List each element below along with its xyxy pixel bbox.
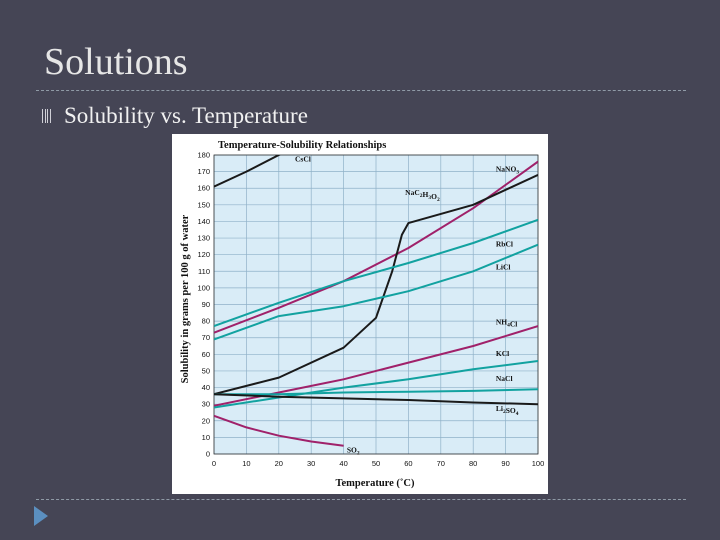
y-tick-label: 150 [197, 200, 210, 209]
y-tick-label: 120 [197, 250, 210, 259]
x-tick-label: 20 [275, 459, 283, 468]
series-line-li2so4 [214, 393, 538, 406]
series-label: NaC2H3O2 [405, 188, 440, 203]
bullet-glyph [42, 109, 51, 123]
y-tick-label: 170 [197, 167, 210, 176]
solubility-chart: Temperature-Solubility Relationships 0 10… [172, 134, 548, 494]
series-label: NH4Cl [496, 317, 518, 328]
series-line-nacl [214, 388, 538, 396]
series-label: NaCl [496, 374, 513, 383]
series-line-rbcl [214, 218, 538, 328]
series-line-so2 [214, 414, 344, 447]
triangle-right-icon[interactable] [34, 506, 48, 526]
chart-svg: Temperature-Solubility Relationships 0 10… [172, 134, 548, 494]
series-line-nac2h3o2 [214, 173, 538, 396]
slide-title: Solutions [44, 41, 188, 83]
series-line-licl [214, 243, 538, 341]
y-tick-label: 30 [202, 400, 210, 409]
x-axis-label: Temperature (˚C) [335, 478, 415, 489]
chart-title: Temperature-Solubility Relationships [218, 140, 386, 151]
series-line-kcl [214, 360, 538, 409]
series-group [214, 155, 538, 447]
x-tick-label: 0 [212, 459, 216, 468]
x-tick-label: 40 [339, 459, 347, 468]
y-tick-label: 60 [202, 350, 210, 359]
y-tick-label: 80 [202, 317, 210, 326]
series-label: RbCl [496, 239, 513, 248]
y-tick-label: 50 [202, 366, 210, 375]
x-tick-label: 10 [242, 459, 250, 468]
y-tick-label: 90 [202, 300, 210, 309]
x-tick-label: 90 [501, 459, 509, 468]
bullet-text: Solubility vs. Temperature [64, 103, 308, 128]
y-tick-label: 10 [202, 433, 210, 442]
y-axis-label: Solubility in grams per 100 g of water [180, 214, 191, 383]
series-label: Li2SO4 [496, 404, 519, 417]
y-tick-label: 110 [198, 267, 210, 276]
x-tick-label: 50 [372, 459, 380, 468]
x-tick-label: 60 [404, 459, 412, 468]
series-label: NaNO3 [496, 165, 519, 176]
x-tick-label: 30 [307, 459, 315, 468]
series-label: SO2 [347, 445, 360, 456]
x-tick-label: 80 [469, 459, 477, 468]
series-label: LiCl [496, 263, 511, 272]
footer-divider [36, 499, 686, 500]
y-tick-label: 130 [197, 234, 210, 243]
y-tick-label: 70 [202, 333, 210, 342]
plot-frame [213, 154, 539, 455]
series-label: KCl [496, 349, 509, 358]
x-tick-label: 100 [532, 459, 545, 468]
x-tick-label: 70 [437, 459, 445, 468]
y-tick-label: 20 [202, 416, 210, 425]
series-line-cscl [214, 155, 281, 188]
series-label: CsCl [295, 155, 311, 164]
y-tick-label: 0 [206, 450, 210, 459]
y-tick-label: 160 [197, 184, 210, 193]
y-tick-label: 100 [197, 283, 210, 292]
y-tick-label: 180 [197, 151, 210, 160]
title-divider [36, 90, 686, 91]
y-tick-label: 40 [202, 383, 210, 392]
plot-area: 0 10 20 30 40 50 60 70 80 90 100 0 10 20 30 40 50 60 70 80 9… [197, 151, 545, 469]
y-tick-label: 140 [197, 217, 210, 226]
